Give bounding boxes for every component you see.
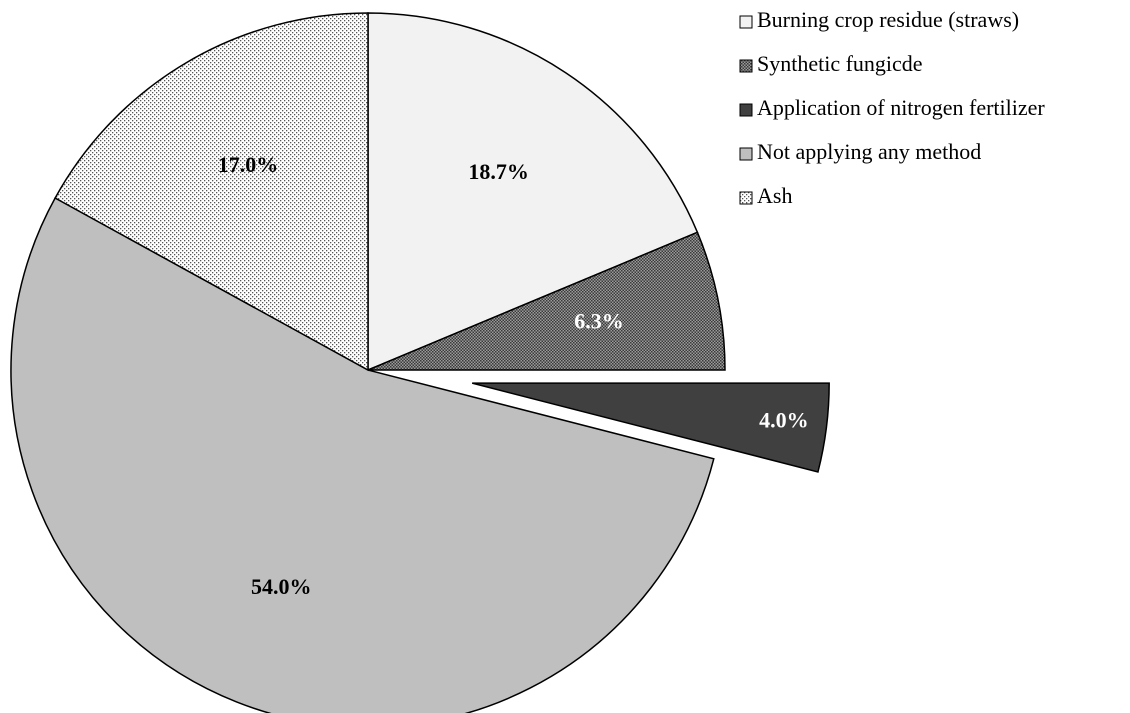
legend-item-not-applying-any-method: Not applying any method <box>739 139 981 164</box>
slice-label-ash: 17.0% <box>218 152 279 177</box>
legend-label: Application of nitrogen fertilizer <box>757 95 1045 120</box>
pie-slice-synthetic-fungicde <box>367 231 726 371</box>
legend-label: Ash <box>757 183 792 208</box>
pie-slice-not-applying-any-method <box>10 196 715 713</box>
legend-swatch <box>739 103 753 117</box>
pie-slice-labels: 18.7% 6.3% 4.0% 54.0% 17.0% <box>218 152 809 599</box>
legend-item-ash: Ash <box>739 183 792 208</box>
pie-slices <box>10 12 830 713</box>
legend-label: Burning crop residue (straws) <box>757 7 1019 32</box>
legend-item-synthetic-fungicde: Synthetic fungicde <box>739 51 923 76</box>
legend-swatch <box>739 191 753 205</box>
pie-slice-burning-crop-residue-straws <box>367 12 699 372</box>
slice-label-burning-crop-residue-straws: 18.7% <box>468 159 529 184</box>
legend-swatch <box>739 147 753 161</box>
legend-label: Synthetic fungicde <box>757 51 923 76</box>
slice-label-not-applying-any-method: 54.0% <box>251 574 312 599</box>
legend-item-burning-crop-residue-straws: Burning crop residue (straws) <box>739 7 1019 32</box>
pie-slice-ash <box>54 12 369 372</box>
legend-item-application-of-nitrogen-fertilizer: Application of nitrogen fertilizer <box>739 95 1045 120</box>
legend: Burning crop residue (straws) Synthetic f… <box>739 7 1045 208</box>
pie-slice-application-of-nitrogen-fertilizer <box>471 382 830 473</box>
slice-label-synthetic-fungicde: 6.3% <box>574 309 624 334</box>
legend-label: Not applying any method <box>757 139 981 164</box>
legend-swatch <box>739 59 753 73</box>
legend-swatch <box>739 15 753 29</box>
slice-label-application-of-nitrogen-fertilizer: 4.0% <box>759 408 809 433</box>
